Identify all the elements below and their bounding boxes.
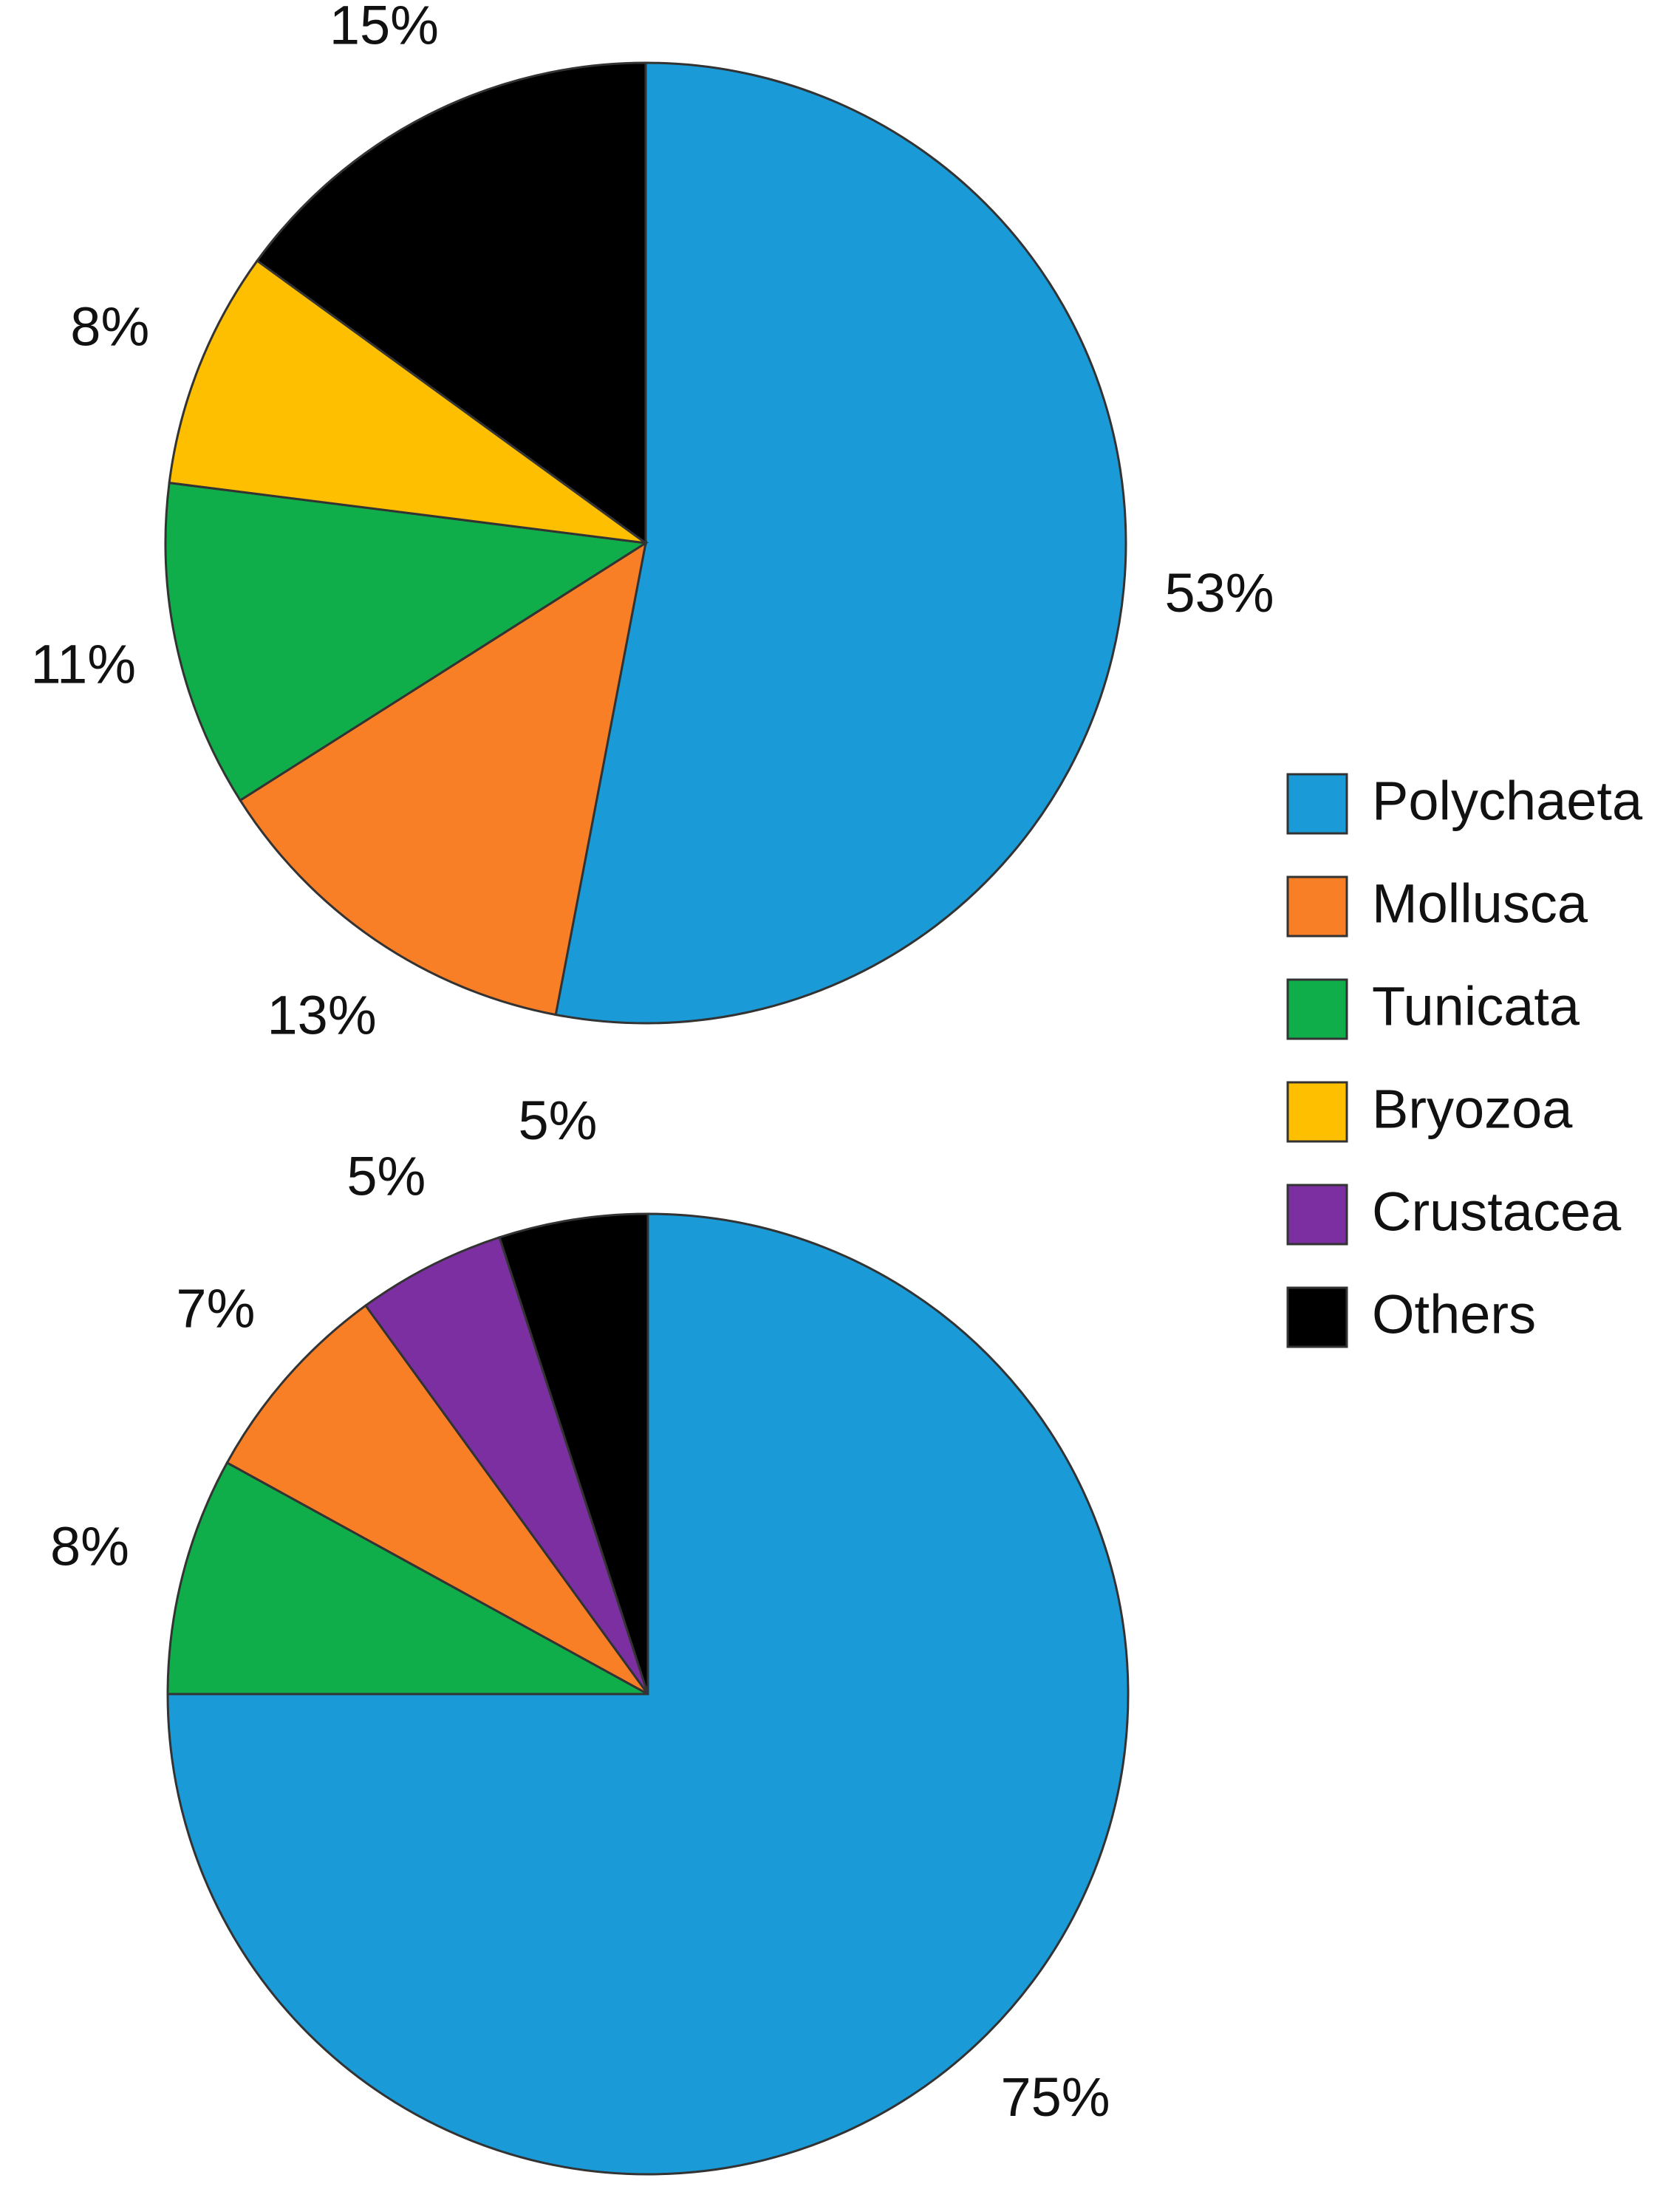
value-label: 11%	[30, 634, 136, 695]
value-label: 53%	[1164, 562, 1274, 624]
legend-swatch	[1286, 1184, 1348, 1246]
legend-label: Tunicata	[1372, 976, 1580, 1037]
pie-slice	[164, 481, 649, 802]
value-label: 8%	[70, 296, 149, 357]
legend-swatch	[1286, 1286, 1348, 1348]
value-label: 7%	[176, 1278, 255, 1339]
legend-swatch	[1286, 875, 1348, 938]
value-label: 8%	[50, 1516, 129, 1577]
legend-label: Bryozoa	[1372, 1079, 1573, 1140]
legend-swatch	[1286, 773, 1348, 835]
legend-label: Others	[1372, 1284, 1536, 1345]
legend-label: Mollusca	[1372, 873, 1588, 935]
pie-slice	[498, 1212, 649, 1695]
legend-label: Crustacea	[1372, 1181, 1622, 1243]
value-label: 75%	[1000, 2066, 1110, 2128]
value-label: 15%	[329, 0, 439, 56]
pie-slice	[225, 1304, 649, 1696]
legend-label: Polychaeta	[1372, 771, 1643, 832]
pie-slice	[363, 1235, 649, 1695]
legend-swatch	[1286, 1081, 1348, 1143]
pie-slice	[554, 61, 1127, 1025]
pie-slice	[168, 259, 646, 544]
pie-slice	[166, 1212, 1130, 2176]
pie-slice	[166, 1461, 649, 1696]
pie-slice	[256, 61, 647, 545]
value-label: 5%	[346, 1146, 426, 1207]
legend-swatch	[1286, 978, 1348, 1040]
pie-slice	[239, 540, 648, 1017]
value-label: 13%	[267, 985, 377, 1046]
value-label: 5%	[519, 1090, 598, 1151]
